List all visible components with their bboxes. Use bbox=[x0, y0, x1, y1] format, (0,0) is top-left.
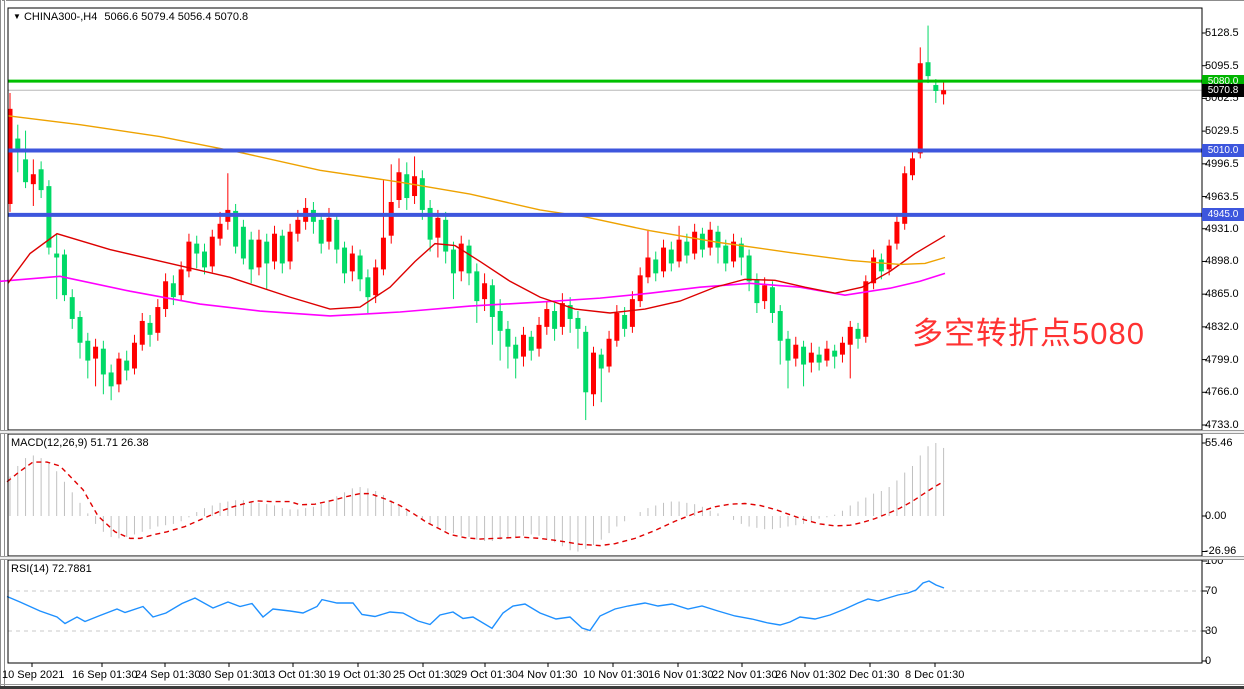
price-axis-label: 4963.5 bbox=[1205, 190, 1239, 203]
time-axis-label: 8 Dec 01:30 bbox=[905, 669, 965, 681]
rsi-axis-label: 70 bbox=[1205, 585, 1218, 597]
price-badge: 5070.8 bbox=[1202, 83, 1244, 97]
time-axis-label: 25 Oct 01:30 bbox=[393, 669, 456, 681]
price-badge: 4945.0 bbox=[1202, 208, 1244, 222]
window-left-groove-highlight bbox=[5, 0, 6, 689]
time-axis-label: 10 Nov 01:30 bbox=[583, 669, 649, 681]
panel-separator-1[interactable] bbox=[0, 430, 1244, 434]
price-axis-label: 5128.5 bbox=[1205, 27, 1239, 39]
price-axis-label: 4733.0 bbox=[1205, 419, 1239, 431]
panel-separator-2[interactable] bbox=[0, 556, 1244, 560]
rsi-indicator-label: RSI(14) 72.7881 bbox=[11, 563, 92, 575]
time-axis-label: 2 Dec 01:30 bbox=[840, 669, 900, 681]
time-axis-label: 13 Oct 01:30 bbox=[263, 669, 326, 681]
symbol-name-label: CHINA300-,H4 bbox=[23, 11, 98, 23]
time-axis-label: 16 Nov 01:30 bbox=[648, 669, 714, 681]
price-axis-label: 4799.0 bbox=[1205, 353, 1239, 366]
price-axis-label: 4931.0 bbox=[1205, 222, 1239, 235]
symbol-title: ▼ CHINA300-,H4 5066.6 5079.4 5056.4 5070… bbox=[13, 11, 248, 23]
rsi-axis-label: 30 bbox=[1205, 625, 1218, 637]
rsi-axis-label: 100 bbox=[1205, 555, 1224, 567]
price-axis-label: 4898.0 bbox=[1205, 255, 1239, 268]
window-left-border bbox=[0, 0, 1, 689]
window-top-border bbox=[0, 0, 1244, 1]
time-axis-label: 30 Sep 01:30 bbox=[199, 669, 265, 681]
macd-axis-label: -26.96 bbox=[1205, 545, 1237, 558]
time-axis-label: 16 Sep 01:30 bbox=[72, 669, 138, 681]
time-axis-label: 10 Sep 2021 bbox=[2, 669, 65, 681]
window-left-border-highlight bbox=[1, 0, 2, 689]
macd-indicator-label: MACD(12,26,9) 51.71 26.38 bbox=[11, 437, 149, 449]
time-axis-label: 29 Oct 01:30 bbox=[455, 669, 518, 681]
price-axis-label: 5029.5 bbox=[1205, 125, 1239, 138]
macd-axis-label: 55.46 bbox=[1205, 437, 1233, 449]
macd-axis-label: 0.00 bbox=[1205, 510, 1227, 522]
price-axis-label: 4766.0 bbox=[1205, 386, 1239, 399]
time-axis-label: 24 Sep 01:30 bbox=[135, 669, 201, 681]
window-left-groove bbox=[4, 0, 5, 689]
time-axis-label: 4 Nov 01:30 bbox=[518, 669, 578, 681]
price-axis-label: 4865.0 bbox=[1205, 288, 1239, 301]
rsi-axis-label: 0 bbox=[1205, 655, 1212, 667]
price-axis-label: 5095.5 bbox=[1205, 59, 1239, 72]
bottom-separator bbox=[0, 684, 1244, 685]
chart-annotation-text: 多空转折点5080 bbox=[912, 316, 1145, 351]
bottom-edge-bar bbox=[0, 686, 1244, 689]
price-axis-label: 4996.5 bbox=[1205, 157, 1239, 170]
price-axis-label: 4832.0 bbox=[1205, 320, 1239, 333]
time-axis-label: 22 Nov 01:30 bbox=[712, 669, 778, 681]
symbol-dropdown-icon[interactable]: ▼ bbox=[13, 12, 21, 21]
symbol-ohlc-label: 5066.6 5079.4 5056.4 5070.8 bbox=[104, 11, 249, 23]
price-axis-label: 5062.5 bbox=[1205, 92, 1239, 105]
time-axis-label: 26 Nov 01:30 bbox=[775, 669, 841, 681]
time-axis-label: 19 Oct 01:30 bbox=[328, 669, 391, 681]
price-badge: 5010.0 bbox=[1202, 143, 1244, 157]
